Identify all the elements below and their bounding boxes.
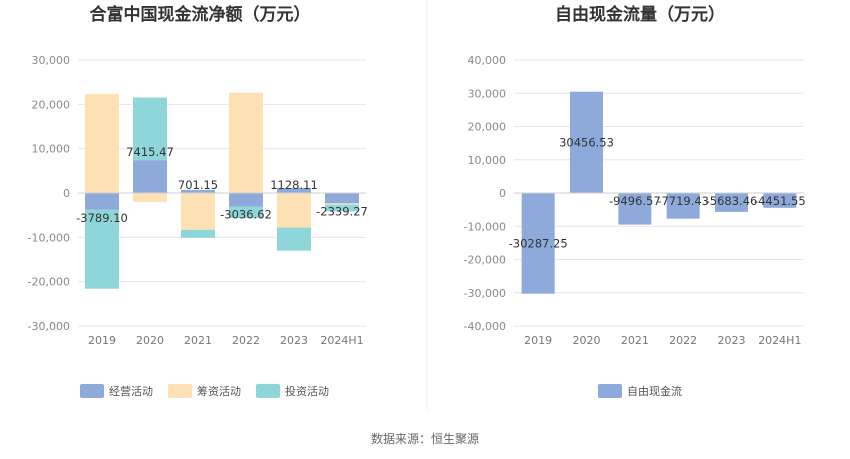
legend: 经营活动 筹资活动 投资活动 xyxy=(80,384,329,398)
x-tick-label: 2023 xyxy=(718,334,746,347)
y-tick-label: 20,000 xyxy=(32,98,71,111)
y-tick-label: -20,000 xyxy=(464,254,506,267)
chart-title: 自由现金流量（万元） xyxy=(555,4,725,25)
data-label: 701.15 xyxy=(178,178,218,192)
y-axis: 40,000 30,000 20,000 10,000 0 -10,000 -20,000 -… xyxy=(464,54,506,333)
data-label: -5683.46 xyxy=(706,194,758,208)
data-labels: -30287.25 30456.53 -9496.57-7719.43-5683.4… xyxy=(509,135,806,250)
y-tick-label: -30,000 xyxy=(28,320,70,333)
data-label: -3789.10 xyxy=(76,211,128,225)
bar-经营活动-2019[interactable] xyxy=(85,193,119,210)
bar-投资活动-2019[interactable] xyxy=(85,209,119,289)
y-tick-label: 0 xyxy=(63,187,70,200)
bar-经营活动-2020[interactable] xyxy=(133,160,167,193)
source-note: 数据来源：恒生聚源 xyxy=(370,432,479,446)
legend-label: 筹资活动 xyxy=(197,384,241,398)
data-labels: -3789.10 7415.47 701.15 -3036.62 1128.11 -233… xyxy=(76,145,368,225)
bar-经营活动-2022[interactable] xyxy=(229,193,263,207)
bar-自由现金流-2020[interactable] xyxy=(570,91,603,193)
bar-自由现金流-2024H1[interactable] xyxy=(763,193,797,208)
y-axis: 30,000 20,000 10,000 0 -10,000 -20,000 -30,000 xyxy=(28,54,70,333)
bar-筹资活动-2022[interactable] xyxy=(229,92,263,193)
legend-item-operating[interactable]: 经营活动 xyxy=(80,384,153,398)
x-tick-label: 2021 xyxy=(621,334,649,347)
y-tick-label: 0 xyxy=(499,187,506,200)
bar-series xyxy=(514,91,804,294)
bar-投资活动-2022[interactable] xyxy=(229,206,263,218)
cash-flow-net-chart: 合富中国现金流净额（万元） 30,000 20,000 10,000 0 -10,000… xyxy=(28,4,368,398)
free-cash-flow-chart: 自由现金流量（万元） 40,000 30,000 20,000 10,000 0 -10,… xyxy=(464,4,806,398)
bar-自由现金流-2019[interactable] xyxy=(521,193,555,294)
data-label: -4451.55 xyxy=(754,194,806,208)
bar-投资活动-2020[interactable] xyxy=(133,97,167,161)
bar-筹资活动-2020[interactable] xyxy=(133,193,167,202)
y-tick-label: 10,000 xyxy=(468,154,507,167)
bar-投资活动-2023[interactable] xyxy=(277,227,311,251)
legend-item-free-cash-flow[interactable]: 自由现金流 xyxy=(598,384,682,398)
legend-swatch xyxy=(256,384,280,398)
y-tick-label: 30,000 xyxy=(32,54,71,67)
legend-swatch xyxy=(80,384,104,398)
y-tick-label: -10,000 xyxy=(28,231,70,244)
legend-item-investing[interactable]: 投资活动 xyxy=(256,384,329,398)
y-tick-label: 40,000 xyxy=(468,54,507,67)
x-tick-label: 2022 xyxy=(669,334,697,347)
x-tick-label: 2023 xyxy=(280,334,308,347)
data-label: -3036.62 xyxy=(220,207,272,221)
bar-自由现金流-2021[interactable] xyxy=(618,193,652,225)
bar-经营活动-2024H1[interactable] xyxy=(325,193,359,204)
bar-投资活动-2024H1[interactable] xyxy=(325,204,359,212)
legend-item-financing[interactable]: 筹资活动 xyxy=(168,384,241,398)
data-label: -9496.57 xyxy=(609,194,661,208)
data-label: -2339.27 xyxy=(316,204,368,218)
legend: 自由现金流 xyxy=(598,384,682,398)
x-tick-label: 2021 xyxy=(184,334,212,347)
data-label: 1128.11 xyxy=(270,178,318,192)
x-tick-label: 2020 xyxy=(136,334,164,347)
bar-series xyxy=(78,92,366,289)
chart-title: 合富中国现金流净额（万元） xyxy=(90,4,311,25)
bar-经营活动-2021[interactable] xyxy=(181,189,215,193)
x-tick-label: 2024H1 xyxy=(320,334,363,347)
x-tick-label: 2020 xyxy=(573,334,601,347)
bar-筹资活动-2019[interactable] xyxy=(85,94,119,193)
y-tick-label: 30,000 xyxy=(468,87,507,100)
bar-筹资活动-2023[interactable] xyxy=(277,193,311,228)
bar-投资活动-2021[interactable] xyxy=(181,229,215,238)
y-tick-label: 10,000 xyxy=(32,143,71,156)
data-label: -30287.25 xyxy=(509,236,568,250)
x-tick-label: 2024H1 xyxy=(758,334,801,347)
data-label: -7719.43 xyxy=(657,194,709,208)
legend-label: 经营活动 xyxy=(109,384,153,398)
bar-自由现金流-2023[interactable] xyxy=(715,193,748,212)
x-axis: 2019 2020 2021 2022 2023 2024H1 xyxy=(524,334,801,347)
y-tick-label: -30,000 xyxy=(464,287,506,300)
x-tick-label: 2019 xyxy=(524,334,552,347)
bar-筹资活动-2021[interactable] xyxy=(181,193,215,230)
bar-自由现金流-2022[interactable] xyxy=(666,193,700,219)
legend-swatch xyxy=(168,384,192,398)
data-label: 7415.47 xyxy=(126,145,174,159)
x-axis: 2019 2020 2021 2022 2023 2024H1 xyxy=(88,334,364,347)
x-tick-label: 2019 xyxy=(88,334,116,347)
y-tick-label: -40,000 xyxy=(464,320,506,333)
x-tick-label: 2022 xyxy=(232,334,260,347)
y-tick-label: 20,000 xyxy=(468,121,507,134)
bar-经营活动-2023[interactable] xyxy=(277,187,311,193)
legend-label: 自由现金流 xyxy=(627,384,682,398)
data-label: 30456.53 xyxy=(559,135,614,149)
bar-筹资活动-2024H1[interactable] xyxy=(325,203,359,205)
legend-swatch xyxy=(598,384,622,398)
y-tick-label: -10,000 xyxy=(464,220,506,233)
legend-label: 投资活动 xyxy=(285,384,329,398)
y-tick-label: -20,000 xyxy=(28,276,70,289)
